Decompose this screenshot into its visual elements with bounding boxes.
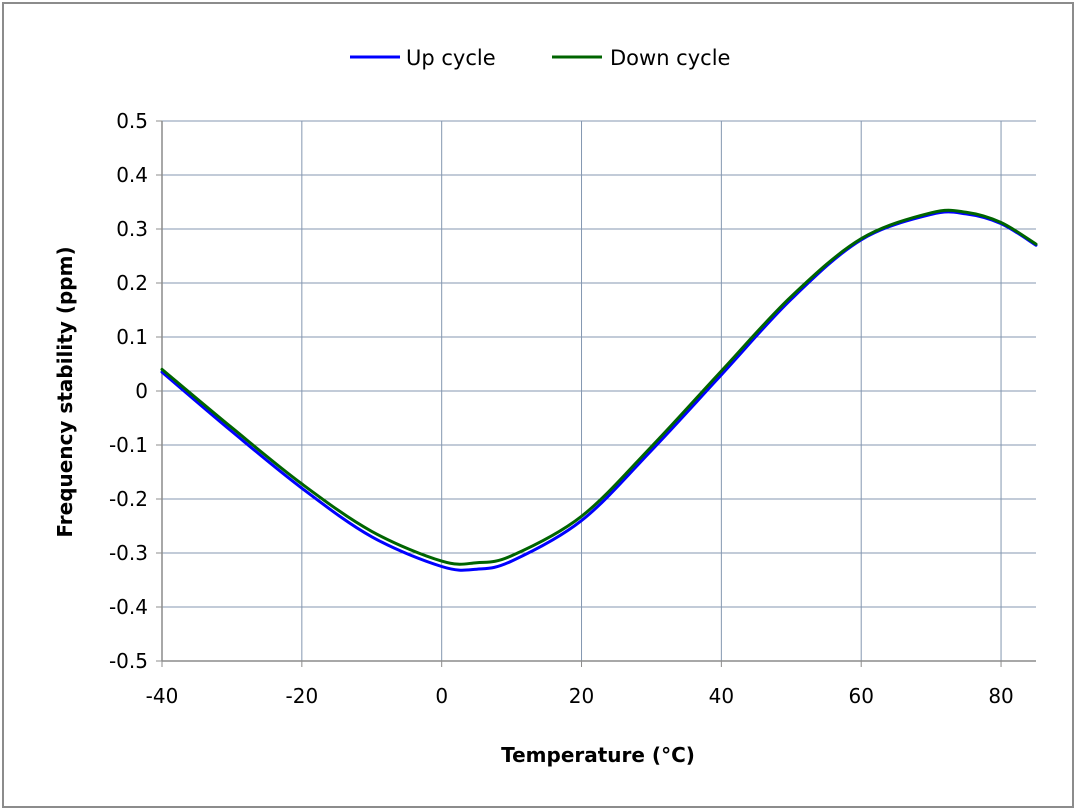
series-line-down-cycle bbox=[160, 208, 1038, 566]
x-tick-label: 80 bbox=[988, 684, 1013, 708]
series-line-up-cycle bbox=[160, 210, 1038, 572]
grid-lines bbox=[161, 120, 1036, 662]
y-tick-label: -0.1 bbox=[109, 433, 148, 457]
x-tick-label: -40 bbox=[146, 684, 179, 708]
y-tick-label: 0.3 bbox=[116, 217, 148, 241]
y-tick-label: 0.2 bbox=[116, 271, 148, 295]
x-tick-label: 60 bbox=[848, 684, 873, 708]
y-tick-label: 0.1 bbox=[116, 325, 148, 349]
x-tick-label: 40 bbox=[709, 684, 734, 708]
legend-label-up-cycle: Up cycle bbox=[406, 46, 496, 70]
axes bbox=[156, 120, 1036, 667]
x-tick-labels: -40 -20 0 20 40 60 80 bbox=[146, 684, 1014, 708]
x-tick-label: 0 bbox=[435, 684, 448, 708]
y-tick-label: -0.5 bbox=[109, 649, 148, 673]
y-axis-title: Frequency stability (ppm) bbox=[53, 246, 77, 537]
y-tick-label: -0.3 bbox=[109, 541, 148, 565]
y-tick-label: -0.2 bbox=[109, 487, 148, 511]
series-lines bbox=[160, 208, 1038, 572]
legend: Up cycle Down cycle bbox=[350, 46, 730, 70]
x-axis-title: Temperature (°C) bbox=[501, 743, 695, 767]
y-tick-label: 0 bbox=[135, 379, 148, 403]
legend-label-down-cycle: Down cycle bbox=[610, 46, 730, 70]
y-tick-label: 0.4 bbox=[116, 163, 148, 187]
y-tick-label: -0.4 bbox=[109, 595, 148, 619]
y-tick-labels: 0.5 0.4 0.3 0.2 0.1 0 -0.1 -0.2 -0.3 -0.4 -0.5 bbox=[109, 109, 148, 673]
x-tick-label: -20 bbox=[286, 684, 319, 708]
x-tick-label: 20 bbox=[569, 684, 594, 708]
y-tick-label: 0.5 bbox=[116, 109, 148, 133]
